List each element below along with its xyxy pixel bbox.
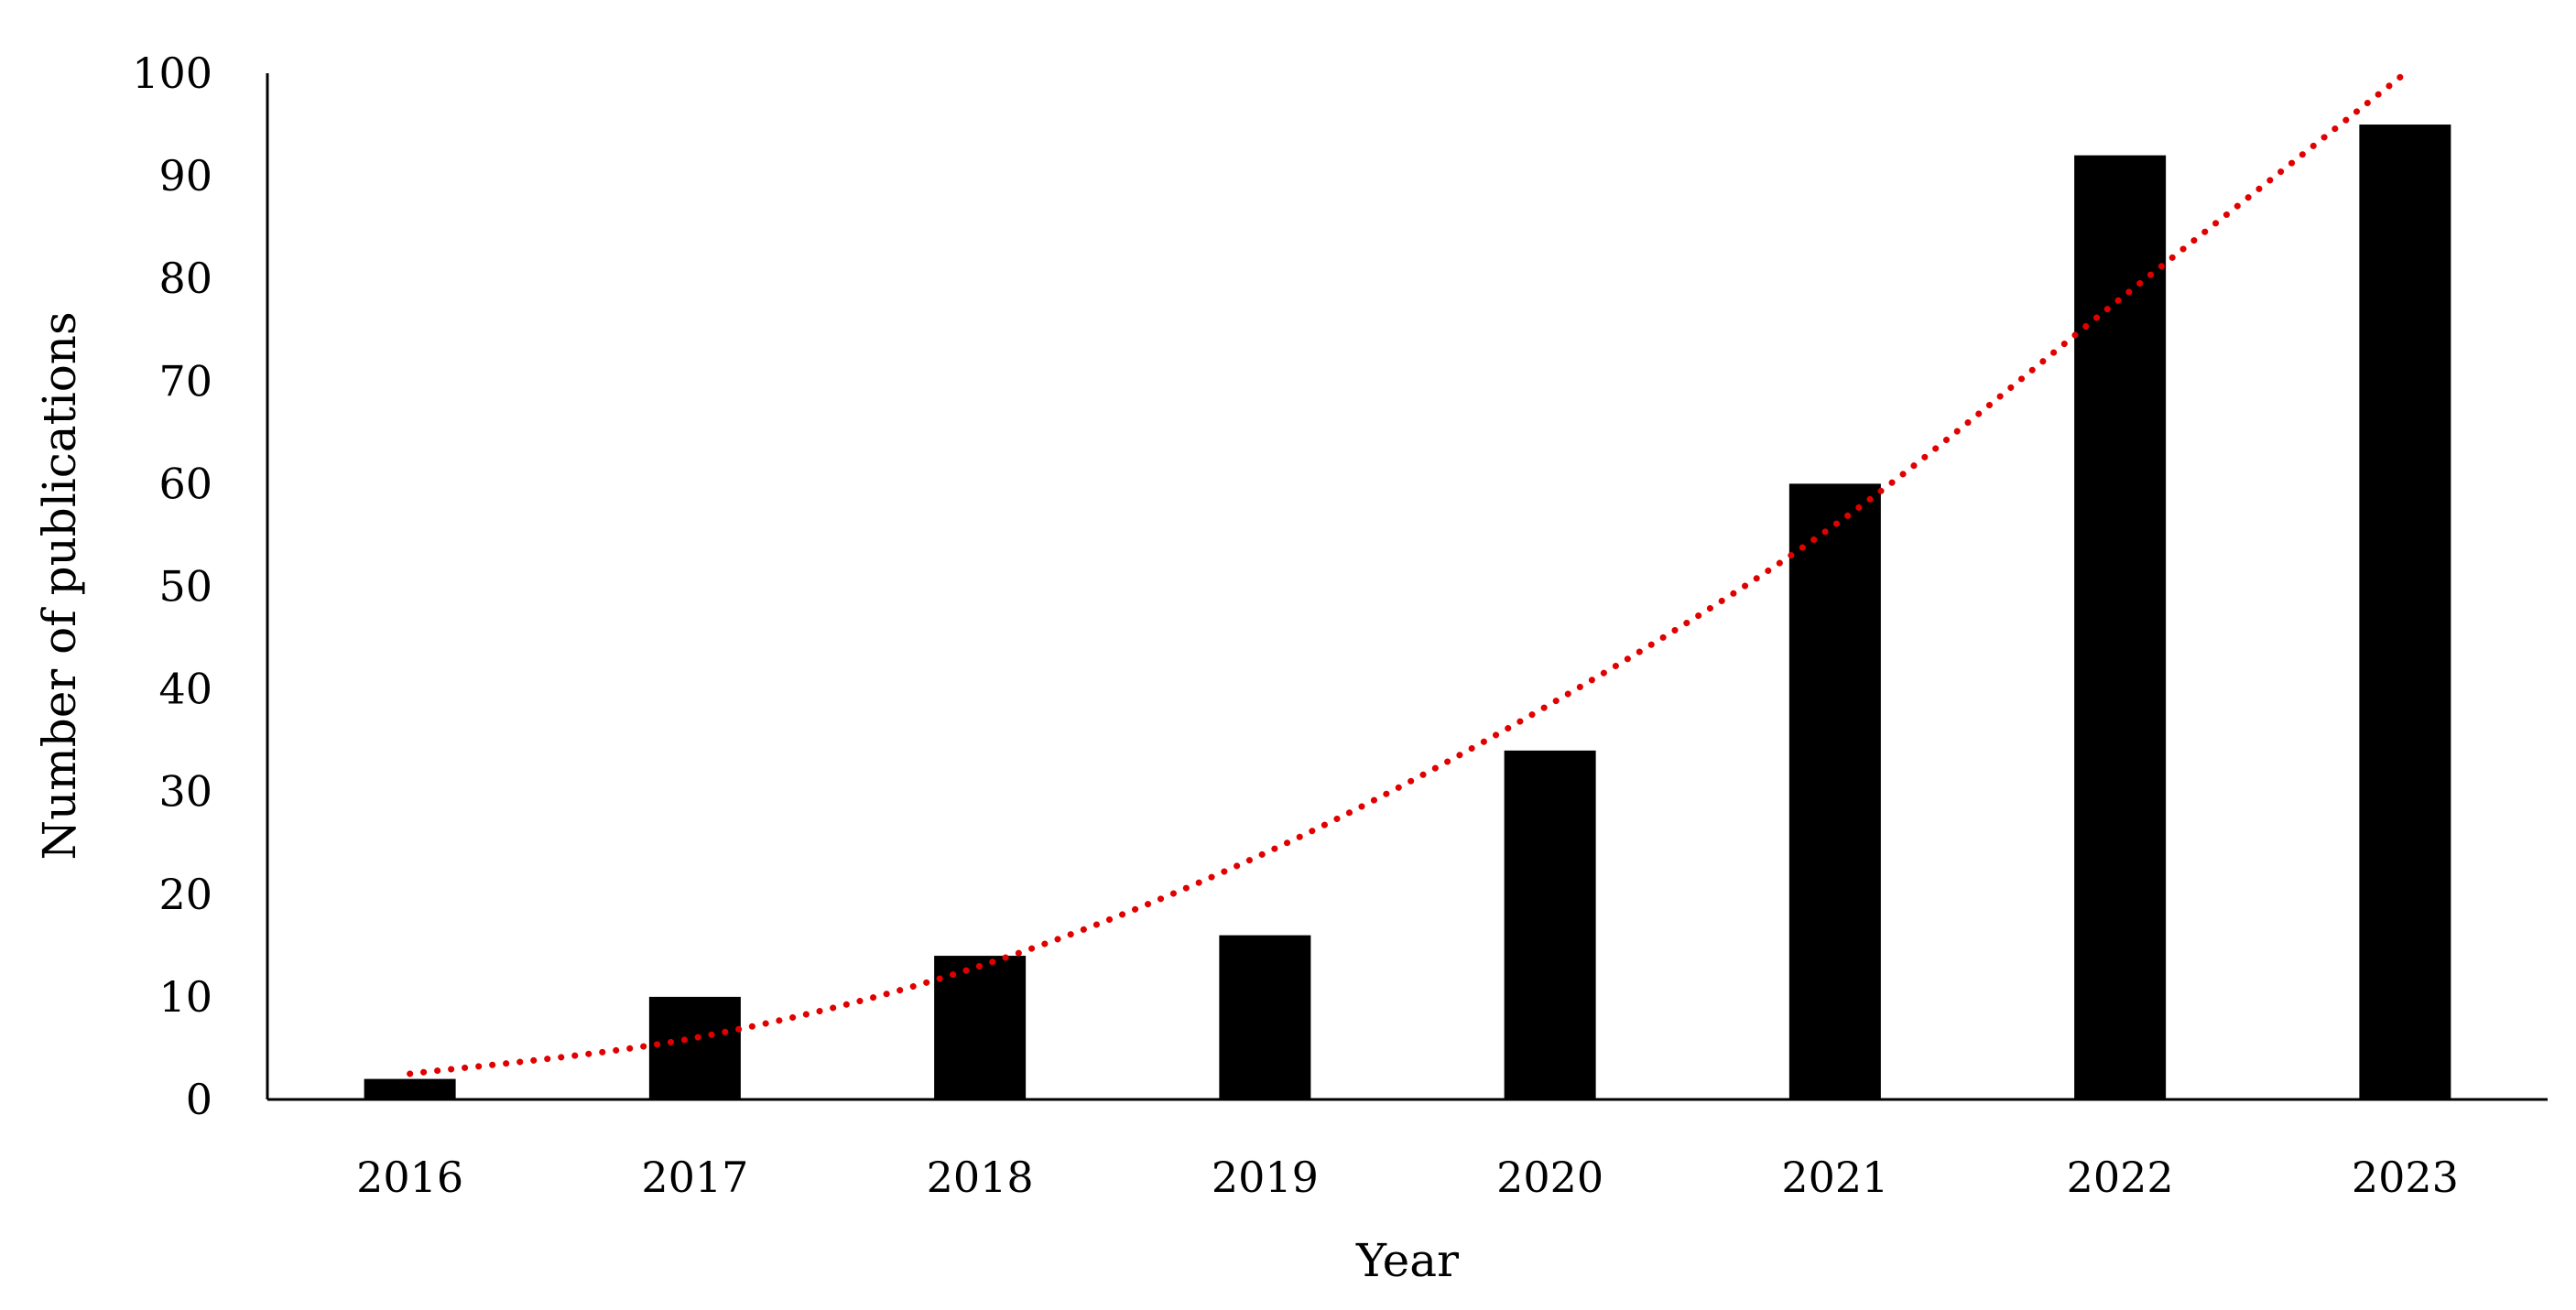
bars	[364, 125, 2451, 1100]
y-tick-label: 100	[132, 49, 212, 98]
y-tick-label: 40	[158, 665, 212, 714]
x-tick-label: 2018	[927, 1153, 1034, 1202]
y-axis-title: Number of publications	[33, 311, 86, 860]
bar-2018	[934, 956, 1027, 1099]
y-tick-label: 30	[158, 767, 212, 817]
x-tick-label: 2019	[1212, 1153, 1319, 1202]
y-tick-label: 90	[158, 151, 212, 200]
x-tick-labels: 2016 2017 2018 2019 2020 2021 2022 2023	[356, 1153, 2459, 1202]
trendline-group	[407, 70, 2408, 1077]
bar-2017	[648, 996, 741, 1099]
bar-2020	[1504, 750, 1596, 1099]
x-tick-label: 2022	[2067, 1153, 2174, 1202]
x-tick-label: 2016	[356, 1153, 463, 1202]
y-tick-label: 50	[158, 562, 212, 612]
y-tick-label: 20	[158, 870, 212, 919]
y-tick-label: 70	[158, 356, 212, 406]
bar-2016	[364, 1078, 456, 1099]
y-tick-label: 60	[158, 459, 212, 508]
x-tick-label: 2023	[2352, 1153, 2459, 1202]
x-tick-label: 2017	[641, 1153, 748, 1202]
bar-2019	[1219, 935, 1311, 1099]
y-tick-labels: 0 10 20 30 40 50 60 70 80 90 100	[132, 49, 212, 1124]
y-tick-label: 0	[186, 1075, 212, 1124]
y-tick-label: 80	[158, 254, 212, 303]
x-tick-label: 2020	[1496, 1153, 1603, 1202]
bar-2023	[2359, 125, 2451, 1099]
x-axis-title: Year	[1355, 1234, 1459, 1287]
bar-2022	[2074, 155, 2167, 1100]
y-tick-label: 10	[158, 972, 212, 1022]
x-tick-label: 2021	[1781, 1153, 1888, 1202]
trendline	[407, 70, 2408, 1077]
bar-2021	[1788, 483, 1881, 1099]
